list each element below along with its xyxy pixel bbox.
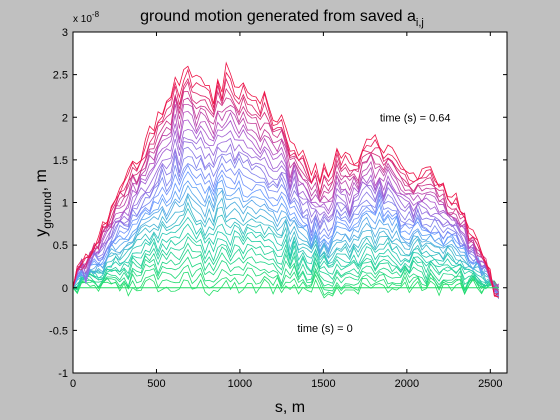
series-line	[72, 216, 500, 297]
series-line	[72, 68, 499, 297]
series-line	[72, 179, 499, 294]
series-line	[72, 104, 500, 289]
y-tick-label: 0	[62, 283, 68, 295]
x-axis-label: s, m	[275, 399, 305, 416]
series-line	[72, 189, 500, 300]
series-line	[72, 77, 499, 298]
series-line	[72, 184, 500, 296]
series-layer	[72, 61, 500, 300]
series-line	[72, 136, 500, 293]
series-line	[72, 223, 500, 297]
x-tick-label: 2500	[478, 378, 502, 390]
series-line	[72, 194, 500, 297]
chart-title-subscript: i,j	[416, 17, 424, 29]
series-line	[72, 232, 500, 297]
y-tick-label: -0.5	[49, 325, 68, 337]
y-tick-label: 0.5	[53, 240, 68, 252]
x-tick-label: 1000	[228, 378, 252, 390]
y-axis-label: yground, m	[33, 169, 54, 237]
series-line	[72, 236, 500, 297]
series-line	[72, 256, 500, 294]
series-line	[72, 119, 500, 292]
y-axis-label-subscript: ground	[40, 191, 54, 228]
series-line	[72, 146, 499, 293]
series-line	[72, 248, 500, 293]
x-tick-label: 500	[147, 378, 165, 390]
series-line	[72, 271, 500, 296]
series-line	[72, 141, 499, 293]
annotation-time-final: time (s) = 0.64	[380, 113, 451, 125]
series-line	[72, 207, 500, 295]
y-tick-label: 2.5	[53, 70, 68, 82]
series-line	[72, 278, 500, 299]
x-tick-label: 1500	[311, 378, 335, 390]
series-line	[72, 154, 500, 297]
series-line	[72, 110, 499, 288]
series-line	[72, 61, 499, 298]
y-tick-label: -1	[58, 368, 68, 380]
y-exponent: x 10-8	[73, 10, 100, 25]
y-tick-label: 2	[62, 112, 68, 124]
series-line	[72, 164, 499, 296]
x-tick-label: 0	[70, 378, 76, 390]
series-line	[72, 171, 499, 293]
series-line	[72, 242, 500, 295]
series-line	[72, 80, 499, 295]
series-line	[72, 128, 499, 290]
annotation-time-initial: time (s) = 0	[297, 323, 352, 335]
ticks-layer: 0 500 1000 1500 2000 2500 -1 -0.5 0 0.5 1 1.5 2 2.5 3	[49, 27, 507, 390]
y-axis-label-suffix: , m	[33, 169, 50, 191]
y-tick-label: 1.5	[53, 155, 68, 167]
series-line	[72, 97, 500, 293]
x-tick-label: 2000	[395, 378, 419, 390]
y-tick-label: 3	[62, 27, 68, 39]
y-exponent-power: -8	[92, 10, 100, 19]
y-tick-label: 1	[62, 198, 68, 210]
chart-title: ground motion generated from saved ai,j	[140, 8, 424, 29]
